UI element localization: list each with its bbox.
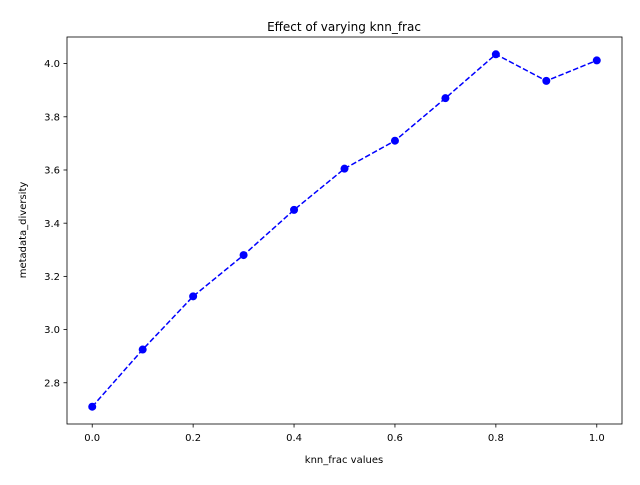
data-point-5	[340, 164, 349, 173]
data-point-0	[88, 402, 97, 411]
data-point-4	[290, 205, 299, 214]
y-tick-label-3: 3.4	[44, 219, 60, 230]
data-point-7	[441, 94, 450, 103]
data-point-9	[542, 76, 551, 85]
x-tick-label-0: 0.0	[84, 433, 100, 444]
y-tick-label-6: 4.0	[44, 59, 60, 70]
y-tick-label-0: 2.8	[44, 378, 60, 389]
x-tick-label-5: 1.0	[589, 433, 605, 444]
data-point-2	[189, 292, 198, 301]
x-tick-label-3: 0.6	[387, 433, 403, 444]
y-axis-label: metadata_diversity	[18, 182, 29, 279]
data-point-8	[491, 50, 500, 59]
plot-area: 0.0 0.2 0.4 0.6 0.8 1.0 2.8 3.0 3.2 3.4 3.6 3.8 4.0	[44, 36, 623, 444]
y-tick-label-2: 3.2	[44, 272, 60, 283]
chart-title: Effect of varying knn_frac	[267, 20, 421, 34]
plot-frame	[66, 36, 623, 425]
y-tick-label-1: 3.0	[44, 325, 60, 336]
y-tick-label-5: 3.8	[44, 112, 60, 123]
y-tick-label-4: 3.6	[44, 166, 60, 177]
x-tick-label-1: 0.2	[185, 433, 201, 444]
data-point-3	[239, 251, 248, 260]
data-point-6	[390, 136, 399, 145]
data-point-10	[592, 56, 601, 65]
x-tick-label-2: 0.4	[286, 433, 302, 444]
data-point-1	[138, 345, 147, 354]
x-tick-label-4: 0.8	[488, 433, 504, 444]
x-axis-label: knn_frac values	[305, 455, 383, 466]
